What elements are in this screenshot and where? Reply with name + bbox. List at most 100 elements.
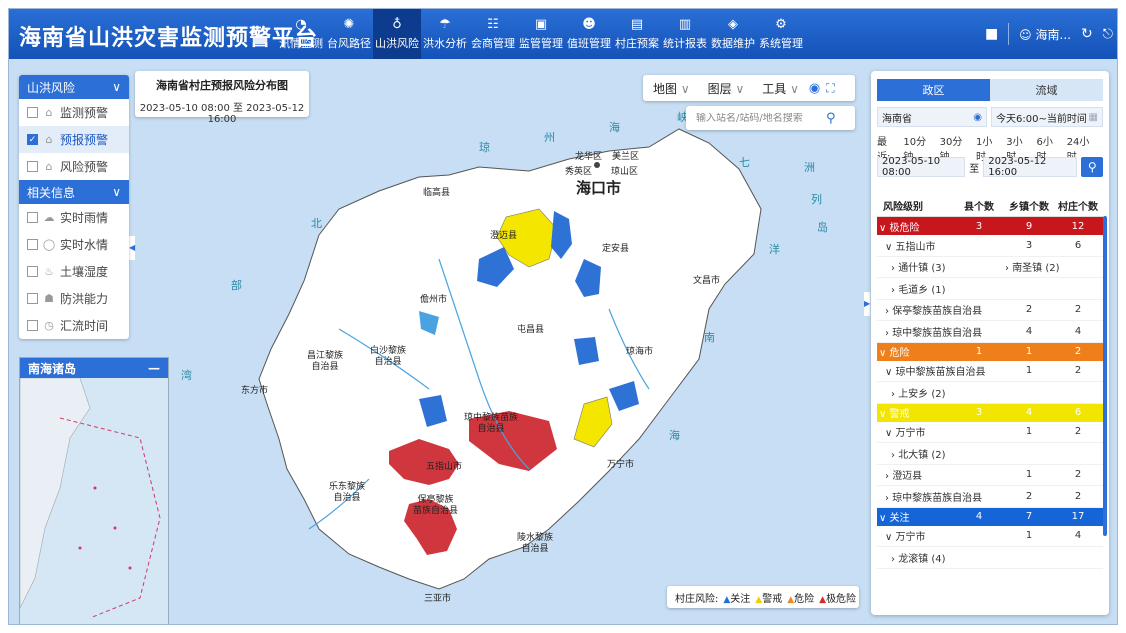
chevron-right-icon: › [891, 553, 899, 565]
user-name: 海南... [1035, 27, 1071, 42]
end-time-input[interactable]: 2023-05-12 16:00 [983, 156, 1078, 178]
region-row[interactable]: › 琼中黎族苗族自治县 2 2 [877, 486, 1103, 508]
nav-item-3[interactable]: ☂ 洪水分析 [421, 9, 469, 59]
layer-item[interactable]: ◯ 实时水情 [19, 231, 129, 258]
search-icon[interactable]: ⚲ [826, 110, 836, 126]
checkbox[interactable] [27, 107, 38, 118]
region-row[interactable]: › 通什镇 (3) › 南圣镇 (2) [877, 257, 1103, 278]
basemap-dropdown[interactable]: 地图 ∨ [653, 81, 690, 96]
recent-option[interactable]: 1小时 [975, 137, 993, 163]
layer-label: 监测预警 [60, 106, 109, 120]
start-time-input[interactable]: 2023-05-10 08:00 [877, 156, 966, 178]
risk-level-row[interactable]: ∨ 关注 4 7 17 [877, 507, 1103, 526]
nav-item-7[interactable]: ▤ 村庄预案 [613, 9, 661, 59]
reservoir [419, 311, 439, 335]
risk-level-row[interactable]: ∨ 危险 1 1 2 [877, 342, 1103, 361]
chevron-down-icon: ∨ [885, 428, 896, 440]
sea-label: 岛 [817, 221, 828, 234]
minimize-icon[interactable]: — [148, 361, 160, 375]
capital-marker [594, 162, 600, 168]
nav-item-10[interactable]: ⚙ 系统管理 [757, 9, 805, 59]
section-header-flood-risk[interactable]: 山洪风险 ∨ [19, 75, 129, 99]
layer-item[interactable]: ◷ 汇流时间 [19, 312, 129, 339]
layer-icon: ◯ [42, 238, 56, 251]
section-header-related-info[interactable]: 相关信息 ∨ [19, 180, 129, 204]
chevron-down-icon: ∨ [885, 367, 896, 379]
collapse-left-handle[interactable]: ◀ [129, 236, 135, 260]
place-label: 屯昌县 [517, 325, 545, 335]
collapse-right-handle[interactable]: ▶ [864, 292, 870, 316]
query-button[interactable]: ⚲ [1081, 157, 1103, 177]
layer-item[interactable]: ✓ ⌂ 预报预警 [19, 126, 129, 153]
bell-icon[interactable]: ■ [984, 26, 999, 42]
checkbox[interactable] [27, 161, 38, 172]
layer-label: 预报预警 [60, 133, 109, 147]
globe-icon[interactable]: ◉ [808, 80, 821, 96]
tab-1[interactable]: 流域 [990, 79, 1103, 101]
region-row[interactable]: › 澄迈县 1 2 [877, 465, 1103, 486]
region-select[interactable]: 海南省 ◉ [877, 107, 987, 127]
nav-item-8[interactable]: ▥ 统计报表 [661, 9, 709, 59]
region-row[interactable]: ∨ 万宁市 1 4 [877, 526, 1103, 547]
checkbox[interactable]: ✓ [27, 134, 38, 145]
refresh-icon[interactable]: ↻ [1080, 26, 1093, 42]
south-sea-minimap[interactable]: 南海诸岛 — [19, 357, 169, 624]
chevron-down-icon: ∨ [112, 80, 121, 94]
chevron-right-icon: › [885, 492, 893, 504]
place-label: 陵水黎族 自治县 [517, 533, 554, 554]
nav-item-6[interactable]: ☻ 值班管理 [565, 9, 613, 59]
app-title: 海南省山洪灾害监测预警平台 [19, 26, 319, 51]
checkbox[interactable] [27, 266, 38, 277]
layer-item[interactable]: ⌂ 监测预警 [19, 99, 129, 126]
region-row[interactable]: › 毛道乡 (1) [877, 278, 1103, 300]
river-line [608, 308, 650, 390]
layer-item[interactable]: ☗ 防洪能力 [19, 285, 129, 312]
region-row[interactable]: › 北大镇 (2) [877, 443, 1103, 465]
region-row[interactable]: › 龙滚镇 (4) [877, 547, 1103, 569]
table-scrollbar[interactable] [1103, 216, 1107, 536]
river-line [308, 478, 370, 530]
region-row[interactable]: › 保亭黎族苗族自治县 2 2 [877, 300, 1103, 321]
tab-0[interactable]: 政区 [877, 79, 990, 101]
region-row[interactable]: ∨ 万宁市 1 2 [877, 422, 1103, 443]
layers-dropdown[interactable]: 图层 ∨ [707, 81, 745, 96]
nav-item-5[interactable]: ▣ 监管管理 [517, 9, 565, 59]
tools-dropdown[interactable]: 工具 ∨ [762, 81, 799, 96]
layer-item[interactable]: ⌂ 风险预警 [19, 153, 129, 180]
time-preset-select[interactable]: 今天6:00~当前时间 ▦ [991, 107, 1103, 127]
logout-icon[interactable]: ⎋ [1102, 26, 1113, 42]
region-row[interactable]: ∨ 琼中黎族苗族自治县 1 2 [877, 361, 1103, 382]
chevron-right-icon: › [891, 284, 899, 296]
risk-level-row[interactable]: ∨ 警戒 3 4 6 [877, 403, 1103, 422]
capital-label: 海口市 [576, 179, 622, 197]
checkbox[interactable] [27, 320, 38, 331]
risk-blue-1 [551, 211, 572, 259]
fullscreen-icon[interactable]: ⛶ [826, 80, 835, 95]
checkbox[interactable] [27, 293, 38, 304]
region-row[interactable]: › 琼中黎族苗族自治县 4 4 [877, 321, 1103, 343]
triangle-icon: ▲ [819, 594, 827, 605]
calendar-icon: ▦ [1088, 111, 1098, 123]
sea-label: 北 [311, 217, 322, 230]
search-input[interactable] [686, 112, 826, 124]
chevron-right-icon: › [885, 306, 893, 318]
layer-item[interactable]: ♨ 土壤湿度 [19, 258, 129, 285]
checkbox[interactable] [27, 212, 38, 223]
monitor-icon: ▣ [534, 16, 548, 32]
nav-label: 数据维护 [711, 36, 755, 50]
checkbox[interactable] [27, 239, 38, 250]
region-row[interactable]: › 上安乡 (2) [877, 382, 1103, 404]
region-row[interactable]: ∨ 五指山市 3 6 [877, 235, 1103, 257]
nav-item-4[interactable]: ☷ 会商管理 [469, 9, 517, 59]
gauge-icon: ◔ [295, 16, 307, 32]
nav-item-1[interactable]: ✺ 台风路径 [325, 9, 373, 59]
nav-item-9[interactable]: ◈ 数据维护 [709, 9, 757, 59]
risk-level-row[interactable]: ∨ 极危险 3 9 12 [877, 217, 1103, 235]
island-dot [113, 526, 117, 530]
nav-item-2[interactable]: ♁ 山洪风险 [373, 9, 421, 59]
place-label: 美兰区 [612, 152, 640, 162]
user-menu[interactable]: ☺ 海南... [1019, 26, 1071, 43]
layer-item[interactable]: ☁ 实时雨情 [19, 204, 129, 231]
nav-item-0[interactable]: ◔ 汛情监测 [277, 9, 325, 59]
